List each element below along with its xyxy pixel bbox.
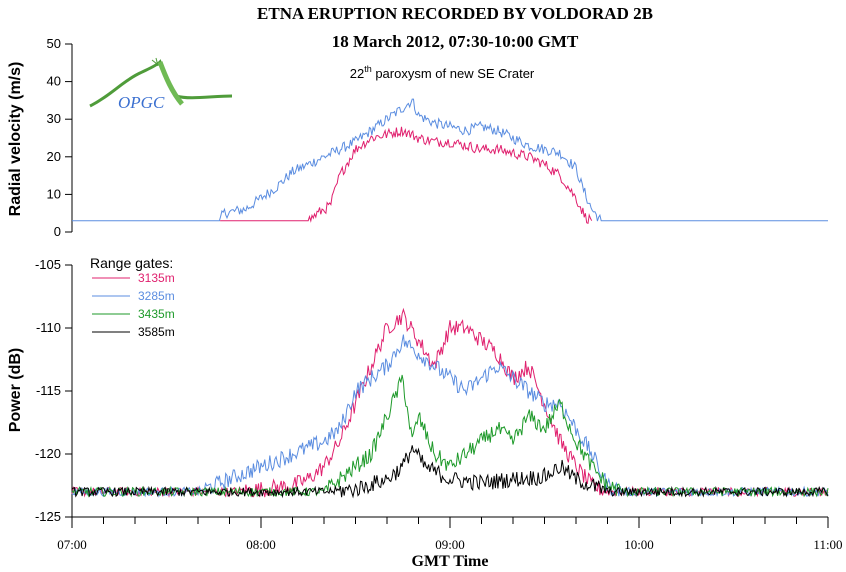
- legend-title: Range gates:: [90, 255, 173, 271]
- y-tick-label: 30: [47, 111, 61, 126]
- y-tick-label: 20: [47, 149, 61, 164]
- legend-label-3435m: 3435m: [138, 307, 175, 321]
- chart-title-line1: ETNA ERUPTION RECORDED BY VOLDORAD 2B: [257, 4, 653, 23]
- x-tick-label: 07:00: [57, 537, 87, 552]
- legend-label-3135m: 3135m: [138, 271, 175, 285]
- x-axis: 07:00 08:00 09:00 10:00 11:00: [57, 516, 843, 552]
- opgc-logo: OPGC: [89, 57, 233, 112]
- series-line-3285m: [72, 98, 828, 222]
- power-panel: -125 -120 -115 -110 -105: [35, 257, 829, 524]
- x-tick-label: 08:00: [246, 537, 276, 552]
- y-tick-label: -115: [36, 383, 61, 398]
- subtitle-rest: paroxysm of new SE Crater: [372, 66, 535, 81]
- chart-subtitle: 22th paroxysm of new SE Crater: [350, 64, 535, 81]
- logo-text: OPGC: [118, 93, 165, 112]
- y-axis-title-power: Power (dB): [7, 348, 24, 432]
- subtitle-superscript: th: [364, 64, 372, 74]
- y-tick-label: 10: [47, 186, 61, 201]
- series-line-3585m: [71, 445, 829, 499]
- y-tick-label: -110: [36, 320, 61, 335]
- chart-title-line2: 18 March 2012, 07:30-10:00 GMT: [332, 32, 579, 51]
- series-line-3285m: [71, 334, 829, 498]
- x-tick-label: 09:00: [435, 537, 465, 552]
- legend-label-3285m: 3285m: [138, 289, 175, 303]
- y-tick-label: -105: [35, 257, 61, 272]
- x-tick-label: 11:00: [813, 537, 842, 552]
- series-line-3135m: [220, 126, 593, 224]
- y-axis-title-velocity: Radial velocity (m/s): [7, 62, 24, 217]
- logo-plume: [151, 57, 159, 67]
- velocity-panel: 0 10 20 30 40 50: [47, 36, 828, 239]
- y-tick-label: 40: [47, 74, 61, 89]
- y-tick-label: 50: [47, 36, 61, 51]
- legend: Range gates: 3135m 3285m 3435m 3585m: [90, 255, 175, 339]
- x-tick-label: 10:00: [624, 537, 654, 552]
- series-line-3135m: [71, 307, 829, 498]
- legend-label-3585m: 3585m: [138, 325, 175, 339]
- x-axis-title: GMT Time: [412, 553, 489, 570]
- series-line-3435m: [71, 374, 829, 498]
- logo-mountain-flank: [157, 61, 184, 106]
- y-tick-label: -125: [35, 509, 61, 524]
- y-tick-label: -120: [35, 446, 61, 461]
- subtitle-prefix: 22: [350, 66, 364, 81]
- y-tick-label: 0: [54, 224, 61, 239]
